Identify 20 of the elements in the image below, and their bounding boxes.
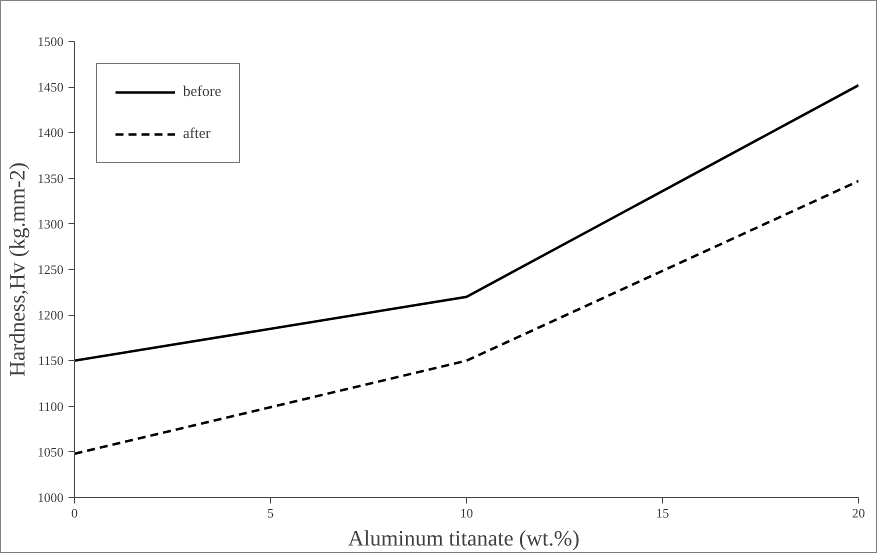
y-tick-label: 1150 (38, 353, 64, 368)
x-tick-label: 0 (71, 506, 78, 520)
x-tick-label: 15 (656, 506, 669, 520)
x-tick-label: 20 (852, 506, 865, 520)
y-tick-label: 1250 (38, 262, 64, 277)
y-tick-label: 1450 (38, 80, 64, 95)
y-axis-title: Hardness,Hv (kg.mm-2) (4, 162, 30, 377)
x-axis-title: Aluminum titanate (wt.%) (348, 526, 580, 550)
y-tick-label: 1350 (38, 170, 64, 186)
legend-label: before (183, 84, 222, 100)
y-tick-label: 1300 (38, 216, 64, 232)
legend-label: after (183, 126, 210, 142)
x-tick-label: 5 (267, 506, 274, 520)
y-tick-label: 1500 (38, 34, 64, 49)
x-tick-label: 10 (460, 506, 473, 520)
y-tick-label: 1000 (38, 490, 64, 505)
y-tick-label: 1050 (38, 444, 64, 460)
y-tick-label: 1400 (38, 125, 64, 140)
y-tick-label: 1100 (38, 398, 64, 414)
y-tick-label: 1200 (38, 308, 64, 323)
